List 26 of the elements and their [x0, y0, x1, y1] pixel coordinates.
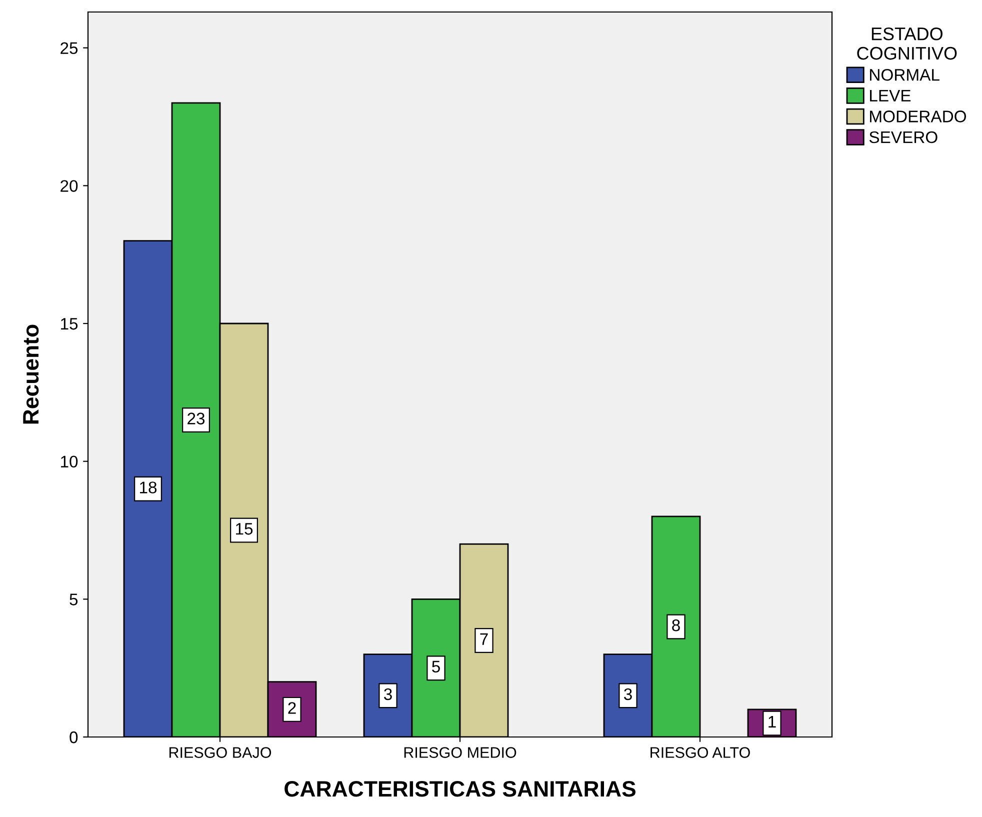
legend-label: NORMAL: [870, 68, 940, 81]
y-tick-label: 10: [61, 456, 78, 468]
x-tick-label: RIESGO MEDIO: [404, 747, 516, 758]
y-tick-label: 25: [60, 42, 78, 54]
data-label: 18: [140, 482, 157, 494]
legend-title: ESTADO COGNITIVO: [857, 27, 957, 60]
y-tick-label: 5: [70, 594, 78, 606]
x-axis-title: CARACTERISTICAS SANITARIAS: [284, 780, 636, 797]
y-axis-title: Recuento: [23, 324, 39, 424]
data-label: 3: [624, 688, 632, 700]
x-tick-label: RIESGO BAJO: [169, 747, 272, 758]
data-label: 1: [768, 716, 776, 728]
y-tick-label: 20: [60, 180, 78, 192]
data-label: 5: [432, 660, 440, 673]
data-label: 3: [384, 688, 392, 700]
x-tick-label: RIESGO ALTO: [650, 747, 750, 758]
y-tick-label: 15: [61, 318, 78, 330]
data-label: 23: [188, 412, 205, 424]
legend-label: LEVE: [870, 90, 911, 102]
legend-label: SEVERO: [869, 131, 938, 144]
data-label: 2: [288, 702, 296, 714]
data-label: 7: [480, 633, 488, 645]
data-label: 15: [236, 523, 253, 535]
y-tick-label: 0: [70, 731, 78, 744]
data-label: 8: [672, 619, 680, 632]
legend-label: MODERADO: [870, 110, 966, 122]
